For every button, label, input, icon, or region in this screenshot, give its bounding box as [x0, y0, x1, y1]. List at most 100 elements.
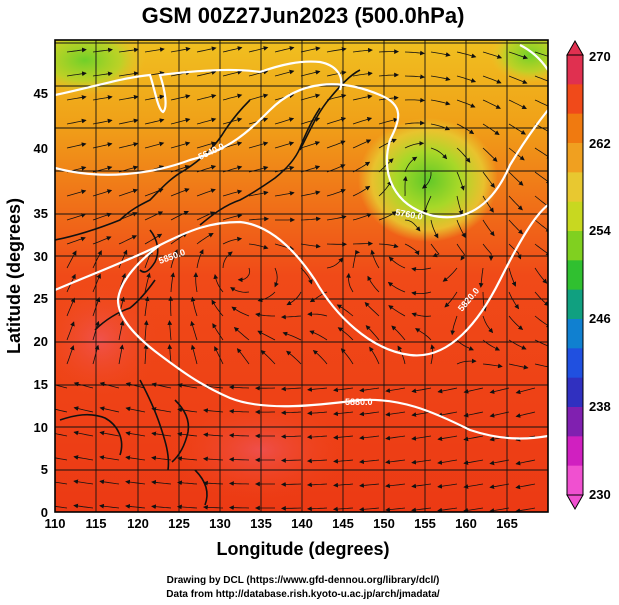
wind-arrow [144, 296, 150, 317]
contour-5640 [55, 68, 261, 114]
wind-arrow [326, 93, 347, 101]
wind-arrow [286, 350, 302, 365]
wind-arrow [73, 430, 94, 437]
wind-arrow [214, 346, 224, 365]
wind-arrow [248, 46, 269, 53]
wind-arrow [352, 213, 372, 221]
wind-arrow [237, 267, 251, 283]
wind-arrow [534, 291, 548, 307]
wind-arrow [92, 236, 112, 245]
wind-arrow [378, 211, 397, 221]
wind-arrow [385, 435, 406, 441]
wind-arrow [92, 320, 100, 341]
wind-arrow [281, 434, 302, 439]
wind-arrow [66, 71, 87, 77]
wind-arrow [203, 408, 224, 413]
wind-arrow [99, 455, 120, 461]
wind-arrow [333, 506, 354, 512]
colorbar-frame [566, 54, 584, 496]
wind-arrow [190, 344, 198, 365]
wind-arrow [515, 483, 536, 490]
wind-arrow [515, 459, 536, 466]
wind-arrow [326, 47, 347, 53]
wind-arrow [326, 117, 347, 125]
wind-arrow [307, 458, 328, 464]
y-tick-label: 10 [34, 420, 48, 435]
wind-arrow [508, 171, 524, 186]
wind-arrow [423, 195, 432, 215]
colorbar-segment [567, 319, 583, 349]
wind-arrow [482, 123, 500, 136]
y-tick-label: 20 [34, 334, 48, 349]
contour-5880-east [519, 44, 548, 71]
contour-label: 5760.0 [395, 207, 424, 222]
wind-arrow [430, 99, 451, 106]
wind-arrow [442, 267, 458, 282]
wind-arrow [482, 243, 494, 261]
plot-frame [54, 39, 549, 513]
wind-arrow [229, 408, 250, 414]
cold-low-shading [358, 118, 498, 242]
colorbar-tick-label: 246 [589, 311, 611, 326]
x-tick-label: 115 [86, 516, 107, 531]
wind-arrow [73, 381, 94, 389]
wind-arrow [411, 507, 432, 512]
wind-arrow [463, 459, 484, 466]
wind-arrow [391, 325, 406, 341]
wind-arrow [118, 71, 139, 77]
wind-arrow [352, 139, 372, 149]
wind-arrow [336, 304, 354, 317]
wind-arrow [231, 306, 250, 317]
x-tick-label: 150 [373, 516, 395, 531]
wind-arrow [125, 382, 146, 389]
wind-arrow [489, 507, 510, 512]
wind-arrow [118, 344, 125, 365]
wind-arrow [144, 272, 151, 293]
wind-arrow [222, 69, 243, 77]
wind-arrow [73, 479, 94, 485]
wind-arrow [404, 219, 421, 232]
wind-arrow [170, 141, 191, 149]
wind-arrow [196, 249, 204, 269]
wind-arrow [236, 348, 250, 365]
wind-arrow [534, 99, 548, 109]
wind-arrow [387, 281, 406, 293]
wind-arrow [196, 93, 217, 101]
wind-arrow [55, 408, 68, 413]
colorbar-segment [567, 55, 583, 85]
wind-arrow [437, 411, 458, 418]
wind-arrow [378, 243, 399, 249]
wind-arrow [92, 250, 102, 269]
wind-arrow [352, 185, 371, 197]
wind-arrow [402, 176, 408, 197]
wind-arrow [430, 123, 451, 131]
wind-arrow [359, 506, 380, 512]
wind-arrow [300, 216, 321, 222]
wind-arrow [450, 315, 458, 336]
colorbar-segment [567, 377, 583, 408]
wind-arrow [359, 387, 380, 393]
wind-arrow [489, 483, 510, 489]
wind-arrow [66, 345, 75, 365]
wind-arrow [170, 164, 190, 173]
wind-arrow [489, 387, 510, 394]
wind-arrow [203, 432, 224, 438]
wind-arrow [151, 479, 172, 485]
wind-arrow [359, 459, 380, 465]
wind-arrow [66, 95, 87, 101]
wind-arrow [385, 459, 406, 465]
wind-arrow [430, 51, 451, 57]
wind-arrow [222, 165, 243, 173]
wind-arrow [378, 117, 399, 125]
height-contours [55, 44, 548, 440]
wind-arrow [415, 328, 432, 341]
wind-arrow [177, 504, 198, 510]
wind-arrow [411, 290, 432, 296]
x-tick-label: 165 [496, 516, 518, 531]
colorbar-segment [567, 436, 583, 467]
wind-arrow [99, 406, 120, 413]
wind-arrow [352, 241, 373, 247]
wind-arrow [99, 503, 120, 509]
wind-arrow [151, 407, 172, 413]
colorbar-segment [567, 260, 583, 291]
